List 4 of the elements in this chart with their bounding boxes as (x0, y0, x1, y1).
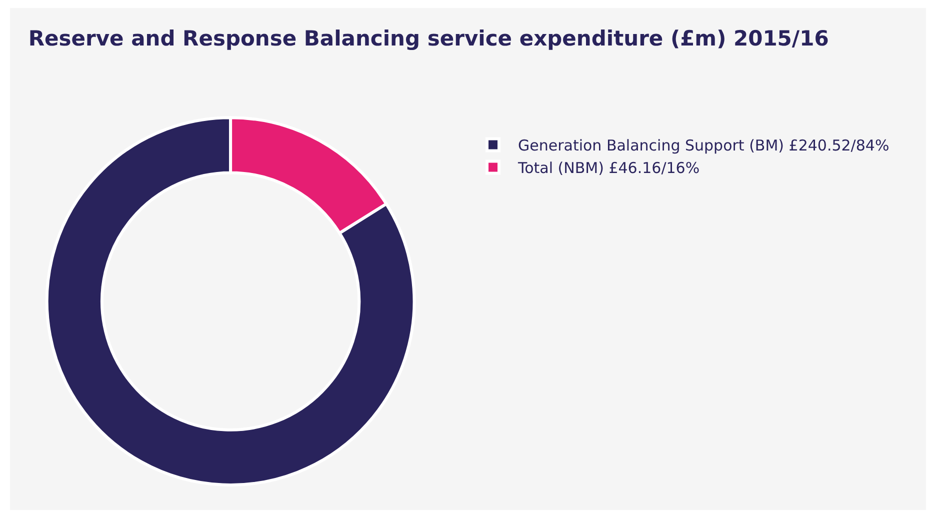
legend-label: Total (NBM) £46.16/16% (517, 159, 700, 178)
legend-label: Generation Balancing Support (BM) £240.52/84% (518, 136, 890, 155)
donut-slice (45, 116, 416, 486)
chart-title: Reserve and Response Balancing service expenditure (£m) 2015/16 (28, 26, 829, 50)
